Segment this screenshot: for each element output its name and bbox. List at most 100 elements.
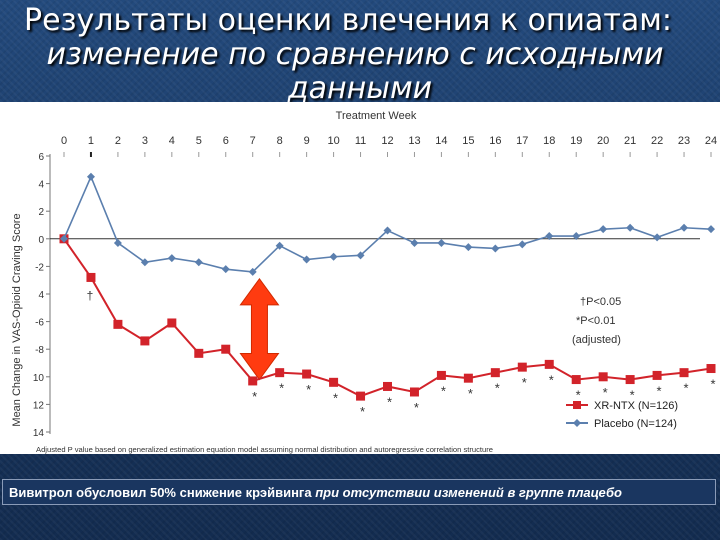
data-point [463,373,473,383]
data-point [652,370,662,380]
data-point [86,272,96,282]
data-point [626,223,635,232]
chart-panel: 0 1 2 3 4 5 6 7 8 9 10 11 12 13 14 15 16 17 18 19 20 21 22 23 24… [0,102,720,454]
title-line-2: изменение по сравнению с исходными [46,37,664,72]
series-placebo [60,172,715,276]
x-tick-label: 23 [678,135,690,147]
data-point [86,172,95,181]
significance-star: * [279,381,284,396]
legend-entry: Placebo (N=124) [566,418,677,430]
data-point [302,255,311,264]
y-tick-label: -2 [35,262,44,273]
significance-star: * [468,386,473,401]
significance-star: * [549,372,554,387]
y-tick-label: -6 [35,318,44,329]
slide-title: Результаты оценки влечения к опиатам: из… [0,4,720,106]
x-tick-label: 10 [327,135,339,147]
x-tick-label: 5 [196,135,202,147]
chart-title: Treatment Week [336,110,417,122]
data-point [491,244,500,253]
data-point [302,369,312,379]
x-tick-label: 20 [597,135,609,147]
data-point [436,370,446,380]
x-tick-label: 0 [61,135,67,147]
data-point [194,348,204,358]
x-tick-label: 1 [88,135,94,147]
x-tick-label: 21 [624,135,636,147]
data-point [544,359,554,369]
significance-star: * [495,381,500,396]
data-point [437,238,446,247]
data-point [248,267,257,276]
y-axis-label: Mean Change in VAS-Opioid Craving Score [11,213,23,426]
difference-arrow [239,277,280,381]
legend-label: Placebo (N=124) [594,418,677,430]
x-tick-label: 8 [277,135,283,147]
data-point [248,376,258,386]
legend-entry: XR-NTX (N=126) [566,400,678,412]
data-point [517,362,527,372]
data-point [329,252,338,261]
data-point [140,258,149,267]
data-point [167,254,176,263]
x-tick-label: 13 [408,135,420,147]
data-point [356,251,365,260]
y-tick-label: 4 [38,180,44,191]
data-point [167,318,177,328]
x-tick-label: 18 [543,135,555,147]
significance-star: * [333,390,338,405]
data-point [572,232,581,241]
x-tick-label: 24 [705,135,717,147]
x-tick-label: 15 [462,135,474,147]
x-tick-label: 4 [169,135,175,147]
data-point [706,364,716,374]
x-tick-label: 7 [250,135,256,147]
title-line-1: Результаты оценки влечения к опиатам: [24,3,672,38]
data-point [113,319,123,329]
data-point [490,368,500,378]
significance-star: * [684,381,689,396]
series-line [63,174,712,273]
significance-star: * [441,383,446,398]
data-point [113,238,122,247]
x-tick-label: 16 [489,135,501,147]
data-point [221,344,231,354]
x-tick-label: 9 [304,135,310,147]
caption-italic-text: при отсутствии изменений в группе плацеб… [315,485,622,500]
y-tick-label: 2 [38,207,44,218]
data-point [518,240,527,249]
significance-star: * [252,389,257,404]
data-point [571,375,581,385]
data-point [653,233,662,242]
significance-star: * [360,404,365,419]
x-tick-label: 22 [651,135,663,147]
data-point [140,336,150,346]
significance-star: * [603,385,608,400]
x-tick-label: 11 [355,135,366,147]
data-point [275,241,284,250]
data-point [194,258,203,267]
significance-star: * [710,377,715,392]
significance-adjusted-note: (adjusted) [572,334,621,346]
data-point [707,225,715,234]
data-point [383,226,392,235]
data-point [383,381,392,391]
y-tick-label: 14 [33,428,45,439]
x-tick-label: 14 [435,135,447,147]
data-point [625,375,635,385]
x-tick-label: 3 [142,135,148,147]
legend-label: XR-NTX (N=126) [594,400,678,412]
x-tick-label: 12 [381,135,393,147]
significance-star: * [414,400,419,415]
series-xr-ntx [59,234,716,401]
y-tick-label: 0 [38,235,44,246]
x-tick-label: 19 [570,135,582,147]
data-point [464,243,473,252]
data-point [329,377,339,387]
data-point [410,238,419,247]
y-tick-label: -8 [35,345,44,356]
title-line-3: данными [287,71,433,106]
y-tick-label: 10 [33,373,45,384]
y-tick-label: 6 [38,152,44,163]
craving-chart: 0 1 2 3 4 5 6 7 8 9 10 11 12 13 14 15 16 17 18 19 20 21 22 23 24… [11,110,717,454]
